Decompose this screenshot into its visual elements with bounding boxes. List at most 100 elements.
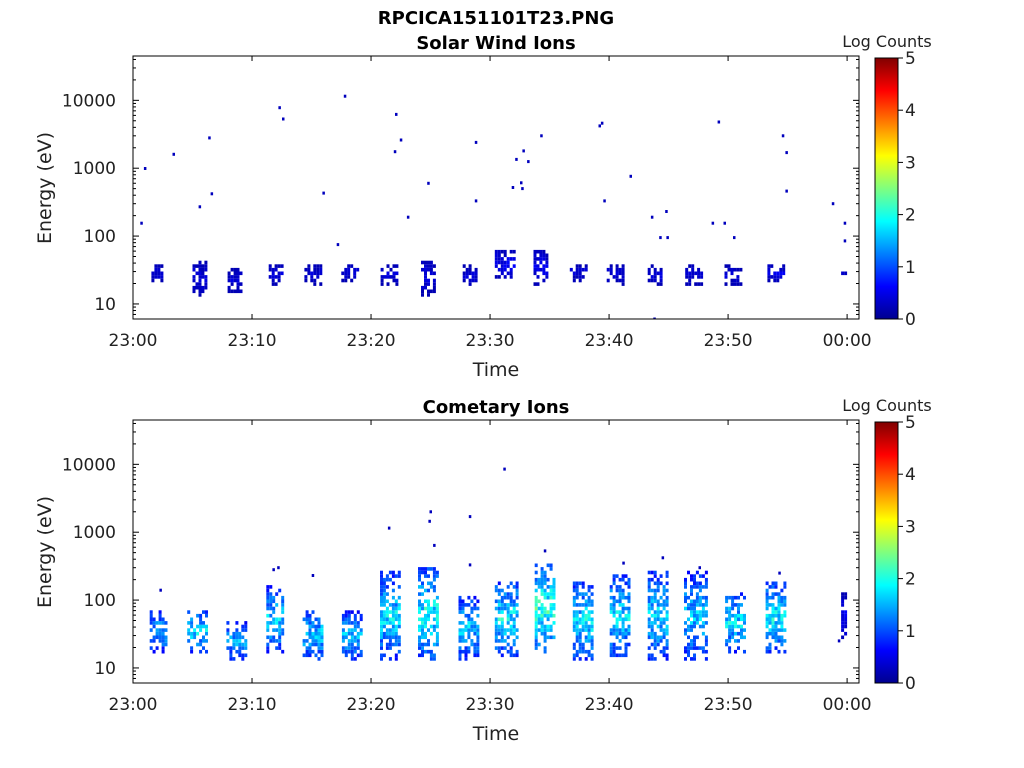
heatmap-cell (394, 631, 398, 636)
heatmap-cell (543, 592, 547, 596)
heatmap-cell (347, 275, 351, 279)
heatmap-cell (509, 599, 513, 604)
heatmap-cell (618, 271, 622, 276)
heatmap-cell (549, 624, 553, 629)
heatmap-cell (149, 628, 153, 632)
heatmap-cell (734, 639, 737, 643)
heatmap-cell (627, 599, 631, 604)
heatmap-cell (190, 635, 194, 640)
heatmap-point (277, 566, 280, 570)
heatmap-cell (609, 588, 613, 593)
heatmap-cell (388, 621, 392, 625)
heatmap-cell (227, 285, 231, 290)
heatmap-cell (659, 639, 663, 643)
heatmap-cell (266, 635, 270, 640)
heatmap-cell (308, 646, 312, 650)
heatmap-cell (534, 613, 538, 618)
heatmap-cell (461, 610, 465, 614)
heatmap-cell (618, 588, 622, 593)
heatmap-cell (266, 628, 270, 632)
heatmap-cell (584, 603, 588, 607)
heatmap-cell (458, 653, 462, 658)
heatmap-cell (347, 649, 351, 654)
heatmap-cell (391, 581, 395, 586)
heatmap-cell (418, 574, 421, 578)
heatmap-cell (470, 628, 474, 632)
heatmap-cell (537, 613, 541, 618)
cometary-ions-panel: Cometary Ions 23:00 23:10 23:20 23:30 23:40 2… (34, 396, 932, 745)
heatmap-cell (698, 646, 702, 650)
heatmap-cell (506, 606, 510, 611)
heatmap-point (393, 150, 397, 154)
heatmap-cell (421, 635, 424, 640)
heatmap-cell (281, 631, 285, 636)
heatmap-cell (685, 275, 689, 279)
heatmap-cell (534, 628, 538, 632)
heatmap-cell (190, 646, 194, 650)
heatmap-cell (506, 613, 510, 618)
heatmap-cell (624, 631, 628, 636)
heatmap-cell (281, 649, 285, 654)
heatmap-cell (782, 264, 786, 268)
heatmap-cell (307, 267, 311, 272)
x-tick-label: 23:40 (585, 695, 634, 715)
heatmap-cell (494, 631, 498, 636)
heatmap-cell (383, 275, 387, 279)
heatmap-cell (467, 649, 471, 654)
heatmap-cell (584, 624, 588, 629)
heatmap-cell (540, 592, 544, 596)
heatmap-cell (149, 639, 153, 643)
heatmap-cell (204, 264, 208, 268)
heatmap-cell (385, 613, 389, 618)
x-tick-label: 23:00 (109, 695, 158, 715)
heatmap-cell (546, 563, 550, 568)
heatmap-cell (743, 613, 746, 618)
heatmap-cell (503, 631, 507, 636)
heatmap-cell (665, 570, 669, 575)
heatmap-cell (627, 642, 631, 647)
heatmap-cell (780, 599, 784, 604)
heatmap-cell (359, 653, 363, 658)
heatmap-cell (662, 628, 666, 632)
heatmap-cell (656, 624, 660, 629)
heatmap-cell (380, 653, 383, 658)
heatmap-cell (575, 649, 579, 654)
heatmap-cell (269, 603, 273, 607)
heatmap-cell (435, 613, 439, 618)
heatmap-cell (382, 610, 386, 614)
solar-wind-ylabel: Energy (eV) (34, 132, 56, 244)
heatmap-cell (621, 603, 625, 607)
x-tick-label: 23:10 (228, 695, 277, 715)
heatmap-cell (500, 617, 504, 622)
heatmap-cell (272, 610, 276, 614)
heatmap-cell (503, 264, 507, 268)
heatmap-cell (356, 653, 360, 658)
heatmap-point (387, 526, 391, 530)
heatmap-cell (685, 282, 689, 286)
heatmap-cell (539, 249, 543, 254)
heatmap-cell (476, 639, 480, 643)
heatmap-cell (397, 574, 401, 578)
heatmap-cell (540, 581, 544, 586)
heatmap-cell (506, 628, 510, 632)
heatmap-cell (476, 642, 480, 647)
heatmap-cell (353, 271, 357, 276)
heatmap-cell (578, 635, 582, 640)
heatmap-cell (432, 617, 436, 622)
heatmap-cell (347, 642, 351, 647)
heatmap-cell (578, 642, 582, 647)
heatmap-cell (230, 278, 234, 283)
heatmap-cell (232, 639, 236, 643)
heatmap-cell (695, 610, 699, 614)
heatmap-cell (311, 639, 315, 643)
heatmap-cell (662, 631, 666, 636)
heatmap-cell (244, 621, 248, 625)
heatmap-cell (347, 271, 351, 276)
heatmap-cell (704, 642, 708, 647)
heatmap-cell (536, 264, 540, 268)
heatmap-cell (389, 275, 393, 279)
heatmap-cell (164, 639, 168, 643)
heatmap-cell (435, 574, 439, 578)
heatmap-cell (780, 642, 784, 647)
heatmap-cell (427, 606, 430, 611)
